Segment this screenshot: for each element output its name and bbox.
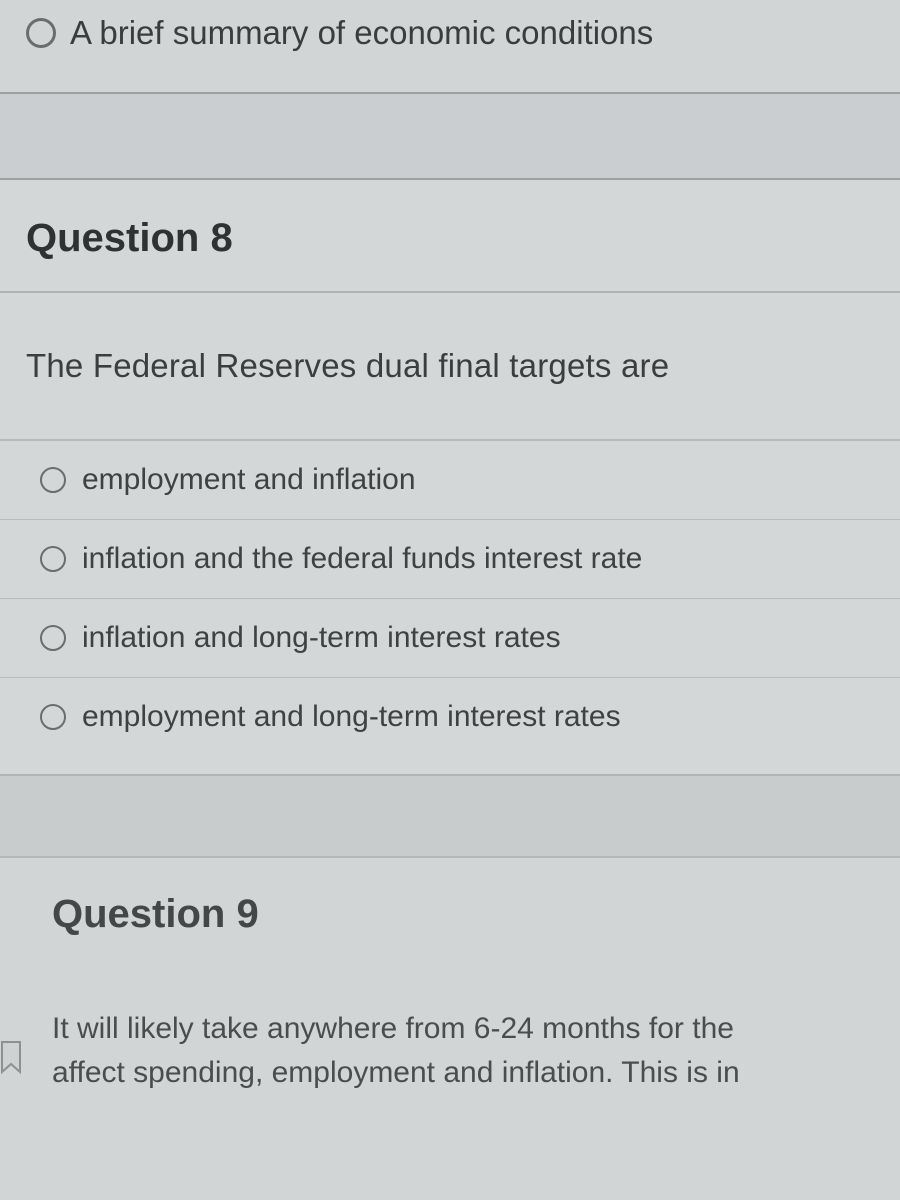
question-9-prompt: It will likely take anywhere from 6-24 m… — [0, 963, 900, 1094]
question-8-header: Question 8 — [0, 180, 900, 293]
question-title: Question 8 — [26, 216, 874, 261]
option-row-3[interactable]: inflation and long-term interest rates — [0, 599, 900, 678]
question-title: Question 9 — [52, 892, 848, 937]
radio-icon[interactable] — [40, 704, 66, 730]
option-row-1[interactable]: employment and inflation — [0, 441, 900, 520]
option-row-4[interactable]: employment and long-term interest rates — [0, 678, 900, 776]
bookmark-flag-icon[interactable] — [0, 1040, 22, 1076]
question-8-card: Question 8 The Federal Reserves dual fin… — [0, 180, 900, 776]
question-8-prompt: The Federal Reserves dual final targets … — [0, 293, 900, 441]
option-label: employment and inflation — [82, 463, 416, 497]
question-separator — [0, 94, 900, 180]
prompt-text: The Federal Reserves dual final targets … — [26, 347, 874, 385]
prompt-text-line-1: It will likely take anywhere from 6-24 m… — [52, 1007, 876, 1051]
radio-icon[interactable] — [40, 546, 66, 572]
radio-icon[interactable] — [26, 18, 56, 48]
option-label: A brief summary of economic conditions — [70, 14, 653, 52]
prompt-text-line-2: affect spending, employment and inflatio… — [52, 1051, 876, 1095]
radio-icon[interactable] — [40, 625, 66, 651]
prev-question-option[interactable]: A brief summary of economic conditions — [0, 0, 900, 94]
question-separator — [0, 776, 900, 858]
question-9-header: Question 9 — [0, 858, 900, 963]
option-label: employment and long-term interest rates — [82, 700, 621, 734]
option-label: inflation and long-term interest rates — [82, 621, 561, 655]
quiz-page: A brief summary of economic conditions Q… — [0, 0, 900, 1200]
radio-icon[interactable] — [40, 467, 66, 493]
option-label: inflation and the federal funds interest… — [82, 542, 642, 576]
option-row-2[interactable]: inflation and the federal funds interest… — [0, 520, 900, 599]
